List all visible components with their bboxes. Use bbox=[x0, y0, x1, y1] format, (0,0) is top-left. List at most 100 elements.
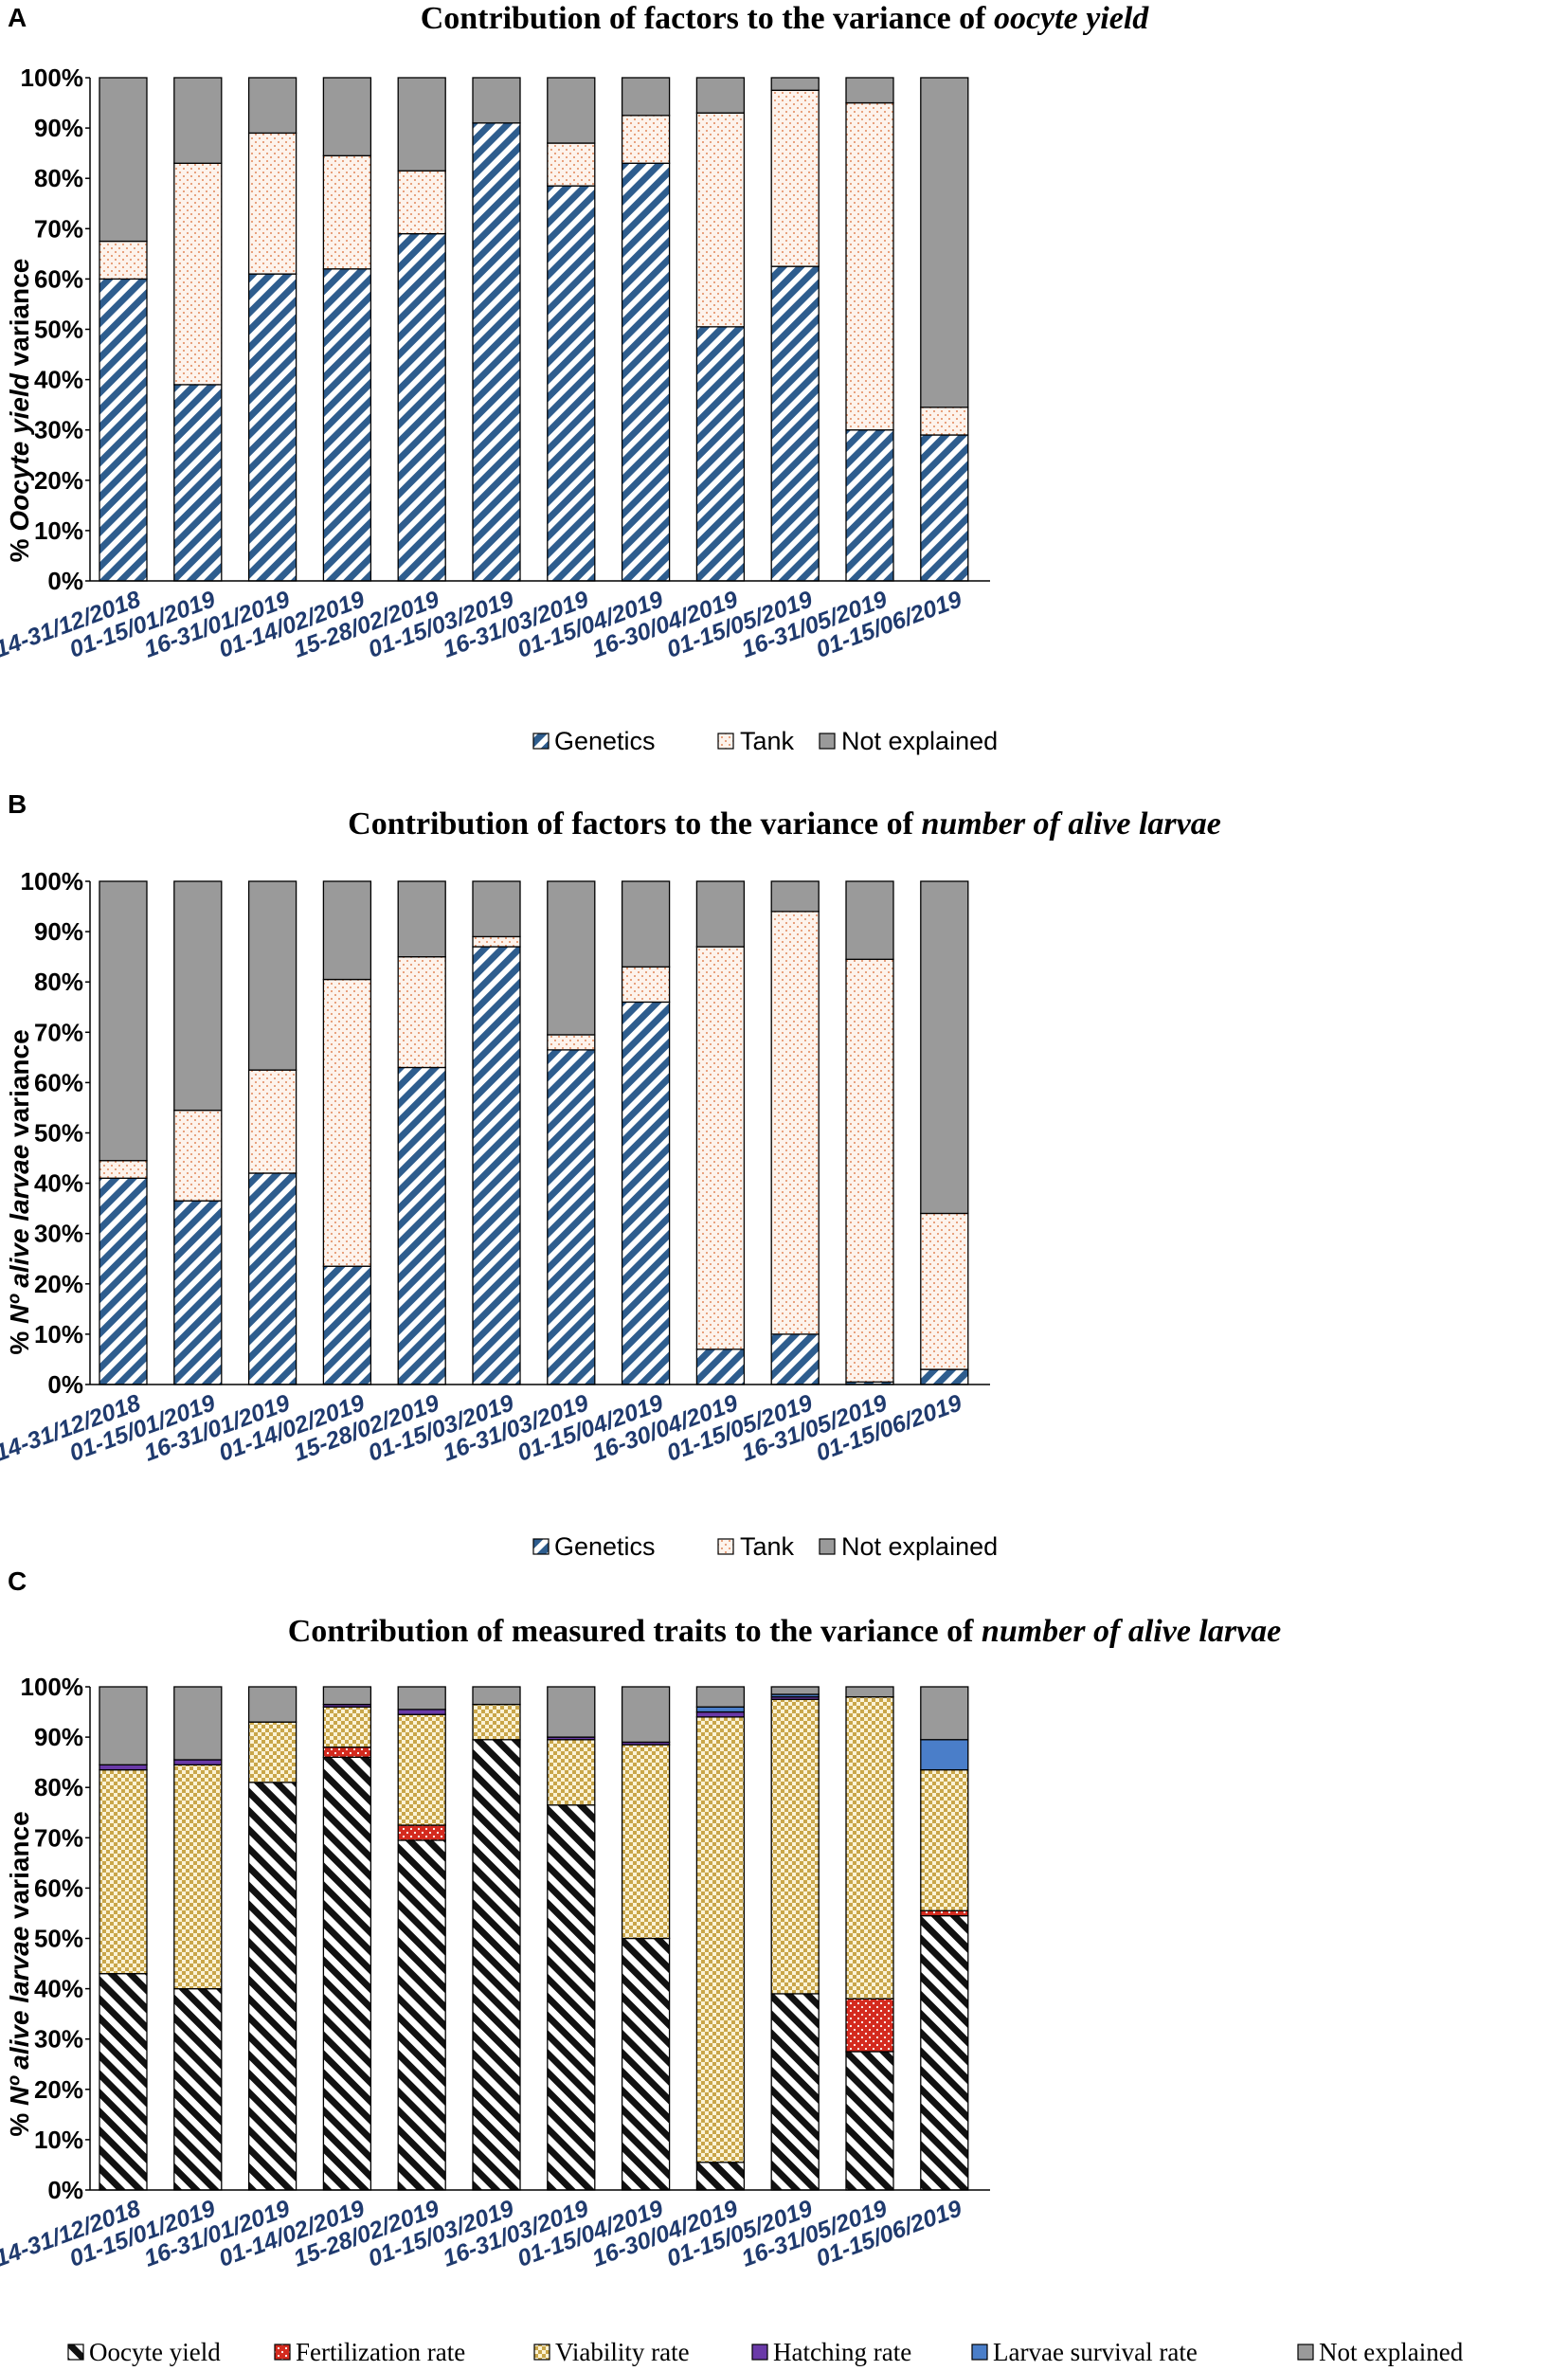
legend-label-oocyte-yield: Oocyte yield bbox=[89, 2338, 221, 2366]
bar-segment-not-explained bbox=[173, 1686, 223, 1761]
y-tick-label: 20% bbox=[34, 466, 83, 495]
bar-segment-viability-rate bbox=[472, 1703, 521, 1741]
bar-segment-genetics bbox=[173, 1200, 223, 1385]
bar-segment-tank bbox=[247, 132, 297, 275]
bar-segment-viability-rate bbox=[621, 1744, 671, 1940]
bar-segment-oocyte-yield bbox=[322, 1756, 372, 2191]
bar-segment-oocyte-yield bbox=[770, 1993, 820, 2191]
bar-segment-genetics bbox=[247, 273, 297, 582]
bar-segment-tank bbox=[99, 240, 148, 281]
legend-label-fertilization-rate: Fertilization rate bbox=[296, 2338, 465, 2366]
y-tick-label: 70% bbox=[34, 1018, 83, 1046]
y-tick-label: 40% bbox=[34, 366, 83, 394]
bar-segment-tank bbox=[695, 946, 746, 1350]
bar-segment-genetics bbox=[770, 265, 820, 582]
bar-segment-genetics bbox=[397, 1066, 446, 1385]
y-tick-label: 100% bbox=[21, 1673, 84, 1701]
chart-b-title-main: Contribution of factors to the variance … bbox=[348, 806, 913, 842]
bar-segment-genetics bbox=[695, 326, 746, 582]
y-tick-label: 40% bbox=[34, 1975, 83, 2003]
bar-segment-not-explained bbox=[397, 77, 446, 172]
y-tick-label: 20% bbox=[34, 1270, 83, 1298]
bar-segment-not-explained bbox=[397, 880, 446, 958]
bar-segment-not-explained bbox=[173, 77, 223, 164]
legend-swatch-hatching-rate bbox=[751, 2344, 768, 2361]
bar-segment-oocyte-yield bbox=[247, 1782, 297, 2191]
y-tick-label: 80% bbox=[34, 1773, 83, 1801]
legend-label-larvae-survival-rate: Larvae survival rate bbox=[993, 2338, 1198, 2366]
y-tick-label: 90% bbox=[34, 114, 83, 142]
bar-segment-not-explained bbox=[472, 880, 521, 938]
bar-segment-not-explained bbox=[920, 77, 969, 408]
y-tick-label: 100% bbox=[21, 63, 84, 92]
bar-segment-hatching-rate bbox=[173, 1759, 223, 1765]
y-tick-label: 80% bbox=[34, 968, 83, 996]
bar-segment-not-explained bbox=[247, 1686, 297, 1723]
bar-segment-genetics bbox=[920, 1368, 969, 1385]
bar-segment-not-explained bbox=[99, 880, 148, 1162]
bar-segment-fertilization-rate bbox=[845, 1998, 894, 2053]
bar-segment-not-explained bbox=[845, 1686, 894, 1698]
y-tick-label: 0% bbox=[47, 567, 83, 595]
bar-segment-viability-rate bbox=[845, 1695, 894, 2000]
bar-segment-oocyte-yield bbox=[845, 2051, 894, 2191]
y-tick-label: 10% bbox=[34, 516, 83, 545]
bar-segment-genetics bbox=[472, 122, 521, 582]
bar-segment-not-explained bbox=[621, 77, 671, 117]
legend-label-viability-rate: Viability rate bbox=[555, 2338, 690, 2366]
bar-segment-viability-rate bbox=[397, 1713, 446, 1826]
panel-letter-b: B bbox=[8, 789, 27, 819]
bar-segment-genetics bbox=[173, 384, 223, 582]
legend-swatch-not-explained bbox=[1297, 2344, 1314, 2361]
y-tick-label: 30% bbox=[34, 1220, 83, 1248]
y-tick-label: 70% bbox=[34, 1823, 83, 1852]
y-tick-label: 30% bbox=[34, 416, 83, 444]
bar-segment-tank bbox=[173, 162, 223, 386]
bar-segment-tank bbox=[695, 112, 746, 328]
chart-a-title-main: Contribution of factors to the variance … bbox=[421, 1, 986, 36]
legend-label-tank: Tank bbox=[740, 727, 795, 755]
bar-segment-not-explained bbox=[695, 77, 746, 114]
bar-segment-genetics bbox=[621, 1001, 671, 1385]
legend-label-not-explained: Not explained bbox=[1319, 2338, 1464, 2366]
bar-segment-tank bbox=[770, 911, 820, 1335]
chart-a-title: Contribution of factors to the variance … bbox=[421, 1, 1150, 36]
bar-segment-genetics bbox=[247, 1172, 297, 1385]
bar-segment-viability-rate bbox=[695, 1716, 746, 2163]
bar-segment-tank bbox=[547, 142, 596, 187]
bar-segment-not-explained bbox=[845, 880, 894, 960]
bar-segment-viability-rate bbox=[247, 1721, 297, 1783]
y-tick-label: 0% bbox=[47, 2176, 83, 2204]
bar-segment-genetics bbox=[99, 1177, 148, 1385]
y-tick-label: 50% bbox=[34, 1925, 83, 1953]
y-tick-label: 50% bbox=[34, 1119, 83, 1148]
bar-segment-tank bbox=[397, 956, 446, 1069]
legend-swatch-not-explained bbox=[819, 1538, 836, 1555]
chart-b-title: Contribution of factors to the variance … bbox=[348, 806, 1221, 842]
bar-segment-oocyte-yield bbox=[621, 1937, 671, 2191]
y-tick-label: 60% bbox=[34, 1068, 83, 1096]
bar-segment-not-explained bbox=[920, 880, 969, 1215]
chart-b-plot: 0%10%20%30%40%50%60%70%80%90%100%14-31/1… bbox=[0, 867, 990, 1467]
bar-segment-hatching-rate bbox=[99, 1764, 148, 1771]
chart-c-title: Contribution of measured traits to the v… bbox=[288, 1614, 1282, 1649]
bar-segment-not-explained bbox=[397, 1686, 446, 1710]
chart-a-plot: 0%10%20%30%40%50%60%70%80%90%100%14-31/1… bbox=[0, 63, 990, 663]
bar-segment-larvae-survival-rate bbox=[695, 1706, 746, 1713]
bar-segment-viability-rate bbox=[322, 1706, 372, 1748]
bar-segment-genetics bbox=[695, 1348, 746, 1385]
bar-segment-oocyte-yield bbox=[397, 1839, 446, 2191]
chart-a-title-italic: oocyte yield bbox=[994, 1, 1149, 36]
y-tick-label: 90% bbox=[34, 917, 83, 946]
bar-segment-viability-rate bbox=[547, 1739, 596, 1806]
bar-segment-not-explained bbox=[99, 77, 148, 243]
bar-segment-oocyte-yield bbox=[695, 2162, 746, 2191]
bar-segment-genetics bbox=[547, 185, 596, 582]
bar-segment-not-explained bbox=[695, 880, 746, 948]
chart-c-title-italic: number of alive larvae bbox=[982, 1614, 1281, 1649]
bar-segment-not-explained bbox=[472, 1686, 521, 1706]
bar-segment-not-explained bbox=[920, 1686, 969, 1741]
y-tick-label: 10% bbox=[34, 2126, 83, 2154]
bar-segment-not-explained bbox=[322, 880, 372, 981]
